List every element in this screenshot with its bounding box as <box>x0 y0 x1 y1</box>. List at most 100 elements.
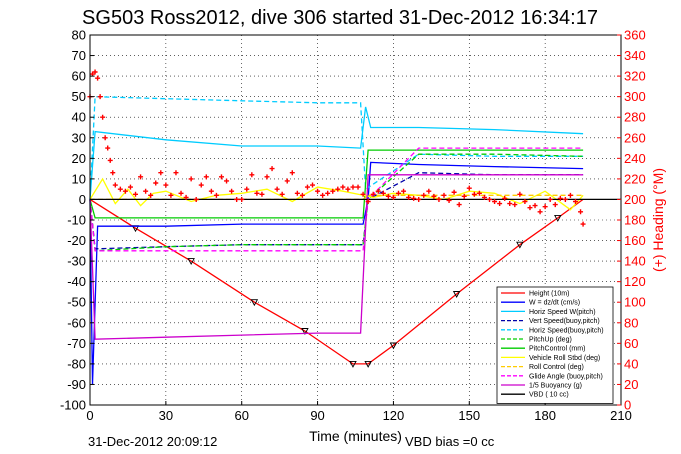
heading-marker <box>476 190 482 196</box>
y-tick-label: 60 <box>72 69 86 84</box>
legend-label-1: W = dz/dt (cm/s) <box>529 300 580 307</box>
legend-label-8: Roll Control (deg) <box>529 364 584 371</box>
series-line-5 <box>89 153 584 252</box>
heading-marker <box>380 190 386 196</box>
y-tick-label: 80 <box>72 28 86 43</box>
x-tick-label: 120 <box>383 408 405 423</box>
series-line-6 <box>89 149 584 219</box>
y2-tick-label: 40 <box>624 356 638 371</box>
x-tick-label: 210 <box>610 408 632 423</box>
heading-marker <box>148 192 154 198</box>
heading-marker <box>163 182 169 188</box>
heading-marker <box>254 190 260 196</box>
heading-marker <box>117 186 123 192</box>
y-tick-label: 50 <box>72 89 86 104</box>
height-marker <box>349 360 357 368</box>
heading-marker <box>153 180 159 186</box>
y2-tick-label: 260 <box>624 130 646 145</box>
x-tick-label: 180 <box>534 408 556 423</box>
series-line-0 <box>89 198 584 365</box>
heading-marker <box>466 185 472 191</box>
heading-marker <box>421 192 427 198</box>
heading-marker <box>542 204 548 210</box>
heading-marker <box>537 209 543 215</box>
x-tick-label: 150 <box>458 408 480 423</box>
heading-marker <box>446 197 452 203</box>
y2-tick-label: 220 <box>624 171 646 186</box>
series-line-4 <box>89 96 584 200</box>
heading-marker <box>133 191 139 197</box>
series-line-7 <box>89 177 584 211</box>
heading-marker <box>279 191 285 197</box>
legend-label-5: PitchUp (deg) <box>529 337 572 344</box>
y2-tick-label: 320 <box>624 69 646 84</box>
y2-tick-label: 280 <box>624 110 646 125</box>
heading-marker <box>578 209 584 215</box>
chart-title: SG503 Ross2012, dive 306 started 31-Dec-… <box>82 7 598 29</box>
x-tick-label: 90 <box>310 408 324 423</box>
heading-marker <box>572 199 578 204</box>
y2-tick-label: 100 <box>624 295 646 310</box>
heading-marker <box>284 178 290 184</box>
y-tick-label: -50 <box>67 295 86 310</box>
heading-marker <box>325 190 331 196</box>
series-line-9 <box>89 147 584 252</box>
series-layer <box>89 96 621 385</box>
heading-marker <box>522 199 528 204</box>
heading-marker <box>95 75 101 81</box>
heading-marker <box>143 188 149 194</box>
legend-label-4: Horiz Speed(buoy,pitch) <box>529 327 604 334</box>
legend-box <box>496 286 614 404</box>
heading-marker <box>274 186 280 192</box>
heading-marker <box>451 189 457 195</box>
y2-tick-label: 360 <box>624 28 646 43</box>
heading-marker <box>299 192 305 198</box>
height-marker <box>554 214 562 222</box>
height-marker <box>452 291 461 298</box>
legend-label-11: VBD ( 10 cc) <box>529 392 569 399</box>
heading-marker <box>350 184 356 190</box>
x-tick-label: 30 <box>159 408 173 423</box>
heading-marker <box>112 182 118 188</box>
y-tick-label: 0 <box>79 192 86 207</box>
heading-marker <box>173 170 179 176</box>
heading-marker <box>355 184 361 190</box>
y-tick-label: -20 <box>67 233 86 248</box>
legend-label-3: Vert Speed(buoy,pitch) <box>529 318 600 325</box>
heading-marker <box>294 190 300 196</box>
heading-marker <box>229 188 235 194</box>
heading-marker <box>365 199 371 204</box>
heading-marker <box>269 166 275 172</box>
heading-marker <box>102 135 108 141</box>
height-marker <box>301 328 309 335</box>
heading-marker <box>456 202 462 208</box>
heading-marker <box>345 186 351 192</box>
heading-marker <box>512 202 518 208</box>
heading-marker <box>567 192 573 198</box>
y-tick-label: 10 <box>72 171 86 186</box>
x-tick-label: 0 <box>86 408 93 423</box>
heading-marker <box>310 182 316 188</box>
heading-marker <box>481 194 487 200</box>
height-marker <box>516 241 524 249</box>
heading-marker <box>406 194 412 200</box>
legend-label-9: Glide Angle (buoy,pitch) <box>529 373 603 380</box>
heading-marker <box>492 199 498 204</box>
heading-marker <box>497 201 503 207</box>
heading-marker <box>401 188 407 194</box>
y-tick-label: 70 <box>72 48 86 63</box>
y2-tick-label: 160 <box>624 233 646 248</box>
height-marker <box>187 258 195 266</box>
heading-marker <box>110 170 116 176</box>
heading-marker <box>127 184 133 190</box>
footer-vbd-bias: VBD bias =0 cc <box>405 434 495 449</box>
heading-marker <box>580 221 586 227</box>
heading-marker <box>487 196 493 202</box>
heading-marker <box>431 193 437 199</box>
heading-marker <box>138 174 144 180</box>
x-axis-label: Time (minutes) <box>309 428 402 444</box>
series-line-2 <box>89 106 584 200</box>
footer-timestamp: 31-Dec-2012 20:09:12 <box>88 434 217 449</box>
series-line-10 <box>89 174 584 340</box>
y2-tick-label: 340 <box>624 48 646 63</box>
